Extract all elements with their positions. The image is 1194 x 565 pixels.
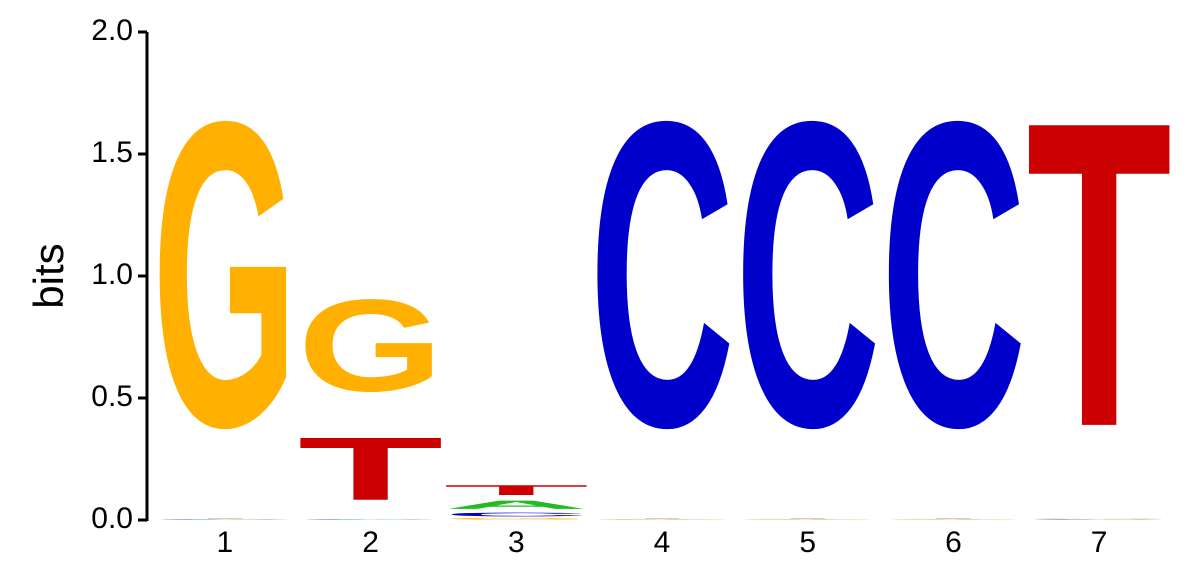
letter: G [298,273,444,419]
letter: A [443,498,589,511]
letter: C [735,31,881,517]
letter: C [589,31,735,517]
letter: T [443,482,589,498]
y-tick-label: 1.0 [91,258,133,291]
y-tick-label: 1.5 [91,136,133,169]
letter: T [1026,32,1172,518]
x-tick-label: 5 [799,526,816,559]
y-tick-label: 0.5 [91,380,133,413]
x-tick-label: 1 [217,526,234,559]
y-tick-label: 0.0 [91,502,133,535]
x-tick-label: 2 [362,526,379,559]
letter: C [443,511,589,517]
y-axis-label: bits [25,243,72,308]
letter: G [443,518,589,520]
letter: C [881,31,1027,517]
x-tick-label: 6 [945,526,962,559]
letter: G [152,33,298,519]
x-tick-label: 4 [654,526,671,559]
letter: T [298,419,444,519]
y-tick-label: 2.0 [91,14,133,47]
x-tick-label: 3 [508,526,525,559]
x-tick-label: 7 [1091,526,1108,559]
